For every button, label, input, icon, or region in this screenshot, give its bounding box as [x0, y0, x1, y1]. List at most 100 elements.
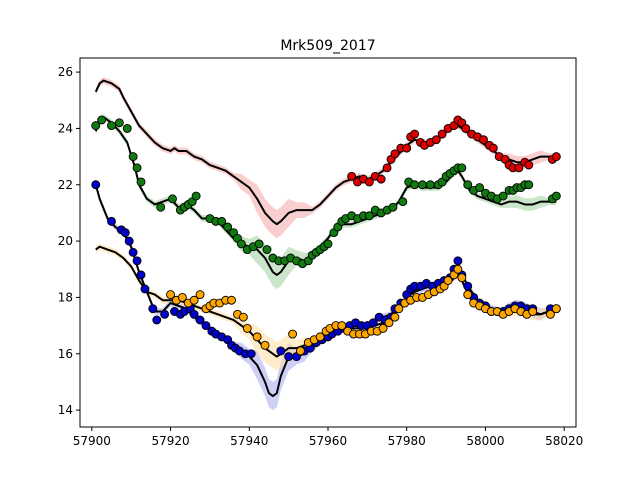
- orange-data-point: [394, 304, 404, 314]
- green-data-point: [107, 121, 116, 131]
- green-data-point: [498, 191, 508, 201]
- red-data-point: [437, 129, 447, 139]
- x-tick-label: 58020: [545, 434, 583, 448]
- red-data-point: [479, 135, 488, 145]
- green-data-point: [91, 121, 101, 131]
- orange-data-point: [453, 264, 463, 274]
- orange-data-point: [378, 323, 388, 333]
- blue-data-point: [453, 256, 463, 266]
- green-data-point: [114, 118, 124, 128]
- y-tick-label: 18: [58, 290, 73, 304]
- green-data-point: [551, 191, 561, 201]
- green-data-point: [364, 211, 374, 221]
- orange-data-point: [443, 276, 453, 285]
- blue-data-point: [463, 281, 473, 291]
- orange-data-point: [177, 292, 187, 302]
- orange-data-point: [295, 346, 305, 356]
- blue-data-point: [148, 304, 158, 314]
- green-data-point: [524, 180, 534, 190]
- x-tick-label: 57900: [73, 434, 111, 448]
- blue-data-point: [201, 321, 211, 331]
- orange-data-point: [528, 307, 538, 316]
- orange-data-point: [238, 312, 248, 322]
- green-data-point: [463, 180, 473, 190]
- green-data-point: [156, 202, 166, 212]
- x-tick-label: 57940: [230, 434, 268, 448]
- chart-title: Mrk509_2017: [280, 38, 375, 54]
- y-tick-label: 22: [58, 178, 73, 192]
- blue-data-point: [152, 315, 162, 325]
- orange-data-point: [315, 332, 325, 342]
- green-data-point: [323, 239, 333, 249]
- orange-data-point: [288, 329, 298, 339]
- green-data-point: [418, 180, 427, 190]
- blue-data-point: [132, 256, 142, 266]
- orange-data-point: [252, 332, 262, 342]
- x-tick-label: 57980: [388, 434, 426, 448]
- green-data-point: [398, 197, 408, 207]
- orange-data-point: [463, 290, 473, 300]
- green-data-point: [457, 163, 467, 173]
- red-data-point: [390, 149, 400, 159]
- blue-data-point: [91, 180, 101, 190]
- green-data-point: [410, 180, 420, 190]
- green-data-point: [388, 202, 398, 212]
- blue-data-point: [160, 309, 170, 319]
- green-data-point: [475, 183, 485, 193]
- y-tick-label: 20: [58, 234, 73, 248]
- red-data-point: [551, 152, 561, 162]
- green-data-point: [132, 163, 142, 173]
- green-data-point: [223, 222, 233, 232]
- red-data-point: [382, 163, 392, 173]
- orange-data-point: [166, 290, 175, 300]
- red-data-point: [410, 129, 420, 139]
- blue-data-point: [107, 216, 116, 226]
- blue-data-point: [140, 284, 150, 294]
- x-axis: 57900 57920 57940 57960 57980 58000 58020: [73, 427, 583, 448]
- orange-data-point: [227, 295, 237, 305]
- blue-data-point: [195, 315, 205, 325]
- red-data-point: [364, 177, 374, 187]
- orange-data-point: [457, 273, 467, 283]
- orange-data-point: [551, 304, 561, 314]
- green-data-point: [191, 191, 201, 201]
- orange-data-point: [195, 290, 205, 300]
- blue-data-point: [246, 349, 256, 359]
- green-data-point: [254, 239, 264, 249]
- blue-data-point: [136, 270, 146, 280]
- red-data-point: [431, 135, 441, 145]
- orange-data-point: [189, 295, 199, 305]
- blue-data-point: [189, 309, 199, 319]
- orange-data-point: [260, 340, 270, 350]
- orange-data-point: [242, 323, 252, 333]
- x-tick-label: 57920: [151, 434, 189, 448]
- blue-data-point: [276, 346, 286, 356]
- green-data-point: [425, 180, 435, 190]
- y-axis: 14 16 18 20 22 24 26: [58, 65, 80, 417]
- data-points: [91, 115, 561, 362]
- blue-data-point: [120, 228, 130, 238]
- orange-data-point: [390, 312, 400, 322]
- orange-data-point: [337, 321, 347, 331]
- green-data-point: [168, 194, 177, 204]
- green-data-point: [122, 123, 132, 133]
- blue-data-point: [368, 318, 378, 328]
- red-data-point: [347, 171, 357, 181]
- y-tick-label: 16: [58, 347, 73, 361]
- green-data-point: [217, 216, 227, 226]
- blue-data-point: [124, 236, 134, 246]
- orange-data-point: [545, 309, 555, 319]
- orange-data-point: [384, 318, 394, 328]
- green-data-point: [128, 152, 138, 162]
- x-tick-label: 57960: [309, 434, 347, 448]
- green-data-point: [97, 115, 107, 125]
- red-data-point: [376, 174, 386, 184]
- x-tick-label: 58000: [466, 434, 504, 448]
- y-tick-label: 24: [58, 121, 73, 135]
- blue-data-point: [128, 247, 138, 257]
- green-data-point: [262, 245, 272, 254]
- red-data-point: [402, 143, 412, 153]
- red-data-point: [488, 143, 498, 153]
